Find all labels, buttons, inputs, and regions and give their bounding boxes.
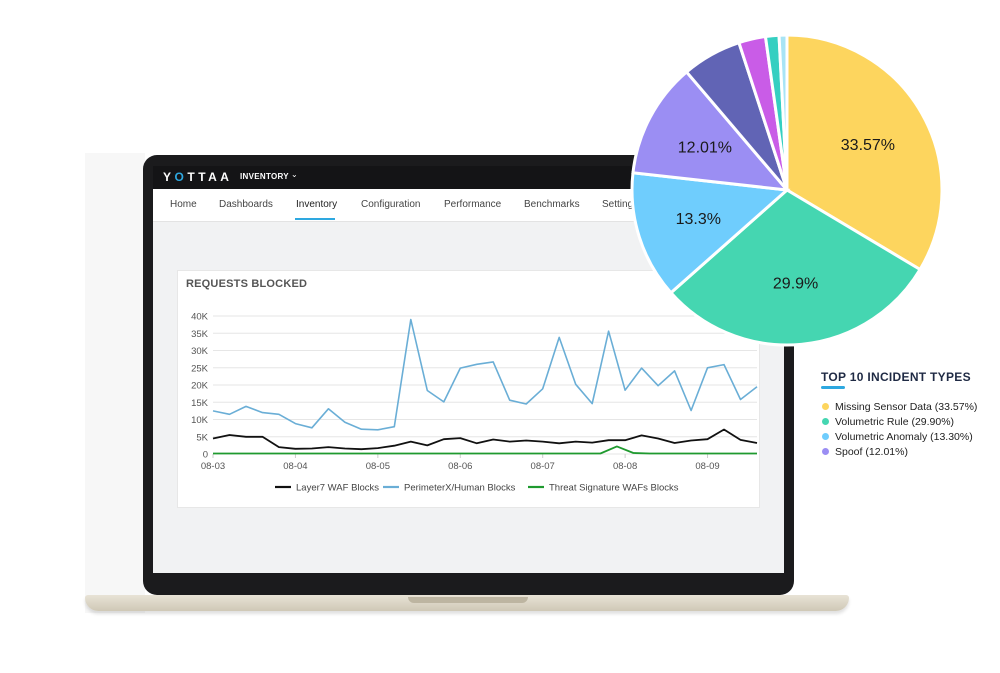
legend-title: TOP 10 INCIDENT TYPES — [821, 370, 971, 384]
y-tick-label: 0 — [203, 450, 208, 461]
y-tick-label: 10K — [191, 415, 209, 426]
series-line-0 — [212, 428, 758, 451]
legend-dot-0 — [822, 403, 829, 410]
y-tick-label: 15K — [191, 398, 209, 409]
legend-dot-2 — [822, 433, 829, 440]
series-line-2 — [213, 445, 757, 455]
pie-slice-0[interactable] — [785, 33, 944, 272]
nav-benchmarks[interactable]: Benchmarks — [524, 199, 580, 210]
nav-inventory[interactable]: Inventory — [296, 199, 338, 210]
legend-dot-3 — [822, 448, 829, 455]
inventory-menu[interactable]: INVENTORY — [240, 172, 289, 181]
pie-slice-7[interactable] — [777, 33, 789, 191]
x-tick-label: 08-04 — [283, 461, 307, 472]
laptop-screen: YOTTAA INVENTORY ⌄ Home Dashboards Inven… — [153, 166, 784, 573]
requests-blocked-card: REQUESTS BLOCKED 0 5K 10K 15K 20K 25K 30K 35K 40… — [177, 270, 760, 508]
y-tick-label: 5K — [196, 432, 208, 443]
pie-slice-1[interactable] — [668, 188, 923, 347]
y-tick-label: 20K — [191, 381, 209, 392]
x-tick-label: 08-03 — [201, 461, 225, 472]
pie-slice-3[interactable] — [631, 69, 791, 192]
legend-dot-1 — [822, 418, 829, 425]
legend-label[interactable]: Threat Signature WAFs Blocks — [549, 483, 679, 494]
pie-label-3: 12.01% — [678, 139, 732, 156]
nav-home[interactable]: Home — [170, 199, 197, 210]
legend-item: Volumetric Anomaly (13.30%) — [822, 431, 973, 443]
chart-title: REQUESTS BLOCKED — [186, 278, 308, 290]
legend-label[interactable]: Layer7 WAF Blocks — [296, 483, 379, 494]
pie-slice-2[interactable] — [630, 171, 791, 295]
x-tick-label: 08-05 — [366, 461, 390, 472]
pie-label-0: 33.57% — [841, 137, 895, 154]
background-panel — [85, 153, 145, 613]
top-bar: YOTTAA INVENTORY ⌄ — [153, 166, 784, 189]
nav-settings[interactable]: Settings — [602, 199, 639, 210]
nav-dashboards[interactable]: Dashboards — [219, 199, 273, 210]
x-tick-label: 08-06 — [448, 461, 472, 472]
y-tick-label: 35K — [191, 329, 209, 340]
x-tick-label: 08-07 — [531, 461, 555, 472]
chevron-down-icon[interactable]: ⌄ — [291, 170, 298, 179]
series-line-1 — [212, 318, 758, 431]
y-tick-label: 25K — [191, 363, 209, 374]
x-tick-label: 08-08 — [613, 461, 637, 472]
y-tick-label: 40K — [191, 312, 209, 323]
y-tick-label: 30K — [191, 346, 209, 357]
brand-logo[interactable]: YOTTAA — [163, 170, 233, 184]
legend-item: Missing Sensor Data (33.57%) — [822, 401, 977, 413]
pie-label-1: 29.9% — [773, 276, 818, 293]
pie-label-2: 13.3% — [676, 211, 721, 228]
nav-configuration[interactable]: Configuration — [361, 199, 421, 210]
legend-title-underline — [821, 386, 845, 389]
legend-label[interactable]: PerimeterX/Human Blocks — [404, 483, 516, 494]
active-tab-indicator — [295, 218, 335, 220]
incident-pie-chart: 33.57% 29.9% 13.3% 12.01% — [630, 33, 944, 347]
laptop-notch — [408, 597, 528, 603]
nav-performance[interactable]: Performance — [444, 199, 502, 210]
legend-item: Spoof (12.01%) — [822, 446, 908, 458]
requests-blocked-chart: 0 5K 10K 15K 20K 25K 30K 35K 40K 08-03 08-04 08-05 0… — [191, 312, 758, 494]
laptop-base — [85, 595, 849, 611]
x-tick-label: 08-09 — [695, 461, 719, 472]
legend-item: Volumetric Rule (29.90%) — [822, 416, 954, 428]
